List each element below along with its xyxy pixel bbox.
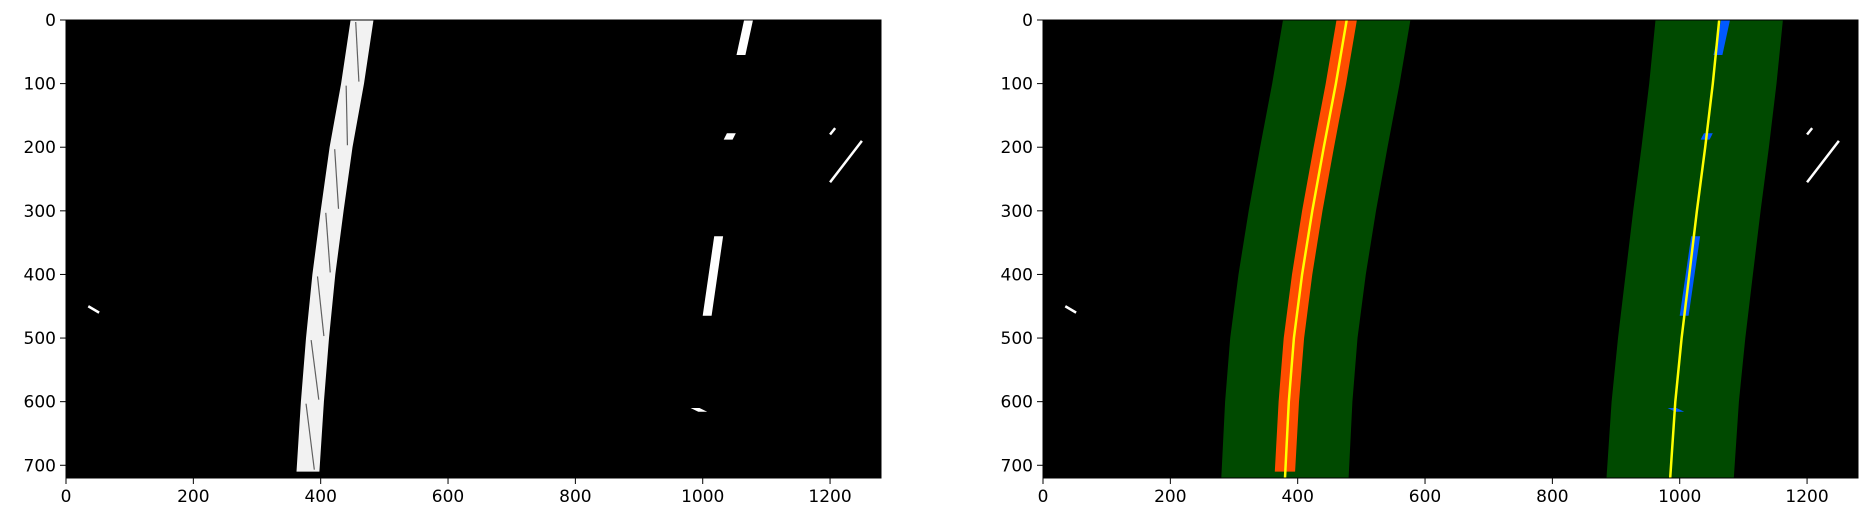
x-tick-label: 1200 (1785, 487, 1828, 507)
x-tick-label: 0 (61, 487, 72, 507)
x-tick-label: 600 (1409, 487, 1441, 507)
noise-pixels (1064, 305, 1077, 314)
x-tick-label: 600 (432, 487, 464, 507)
axes-frame (65, 19, 882, 479)
noise-pixels (829, 127, 837, 136)
noise-pixels (1806, 127, 1814, 136)
image-background (66, 20, 881, 478)
noise-pixels (87, 305, 100, 314)
axes-frame (1042, 19, 1859, 479)
y-tick-label: 700 (24, 456, 56, 476)
x-tick-label: 800 (559, 487, 591, 507)
y-tick-label: 500 (1001, 329, 1033, 349)
y-tick-label: 100 (1001, 75, 1033, 95)
right-lane-pixels (690, 408, 708, 412)
left-fit-line (1283, 19, 1348, 479)
right-panel: 0 200 400 600 800 1000 1200 0 100 200 300 400 500 600… (1001, 11, 1859, 507)
right-lane-pixels (736, 20, 753, 55)
y-tick-label: 400 (1001, 265, 1033, 285)
left-lane-streak (316, 276, 325, 337)
x-tick-label: 400 (304, 487, 336, 507)
x-tick-label: 400 (1281, 487, 1313, 507)
right-lane-pixels (702, 236, 724, 316)
right-fit-line (1668, 19, 1721, 479)
left-panel: 0 200 400 600 800 1000 1200 0 100 200 300 400 500 600… (24, 11, 882, 507)
y-tick-label: 500 (24, 329, 56, 349)
x-tick-label: 0 (1038, 487, 1049, 507)
y-tick-label: 0 (45, 11, 56, 31)
left-lane-streak (310, 339, 320, 400)
y-tick-label: 200 (24, 138, 56, 158)
y-tick-label: 700 (1001, 456, 1033, 476)
y-tick-label: 600 (1001, 393, 1033, 413)
noise-pixels (829, 140, 863, 183)
noise-pixels (1806, 140, 1840, 183)
y-tick-label: 600 (24, 393, 56, 413)
left-lane-pixels (1274, 20, 1357, 472)
y-tick-label: 0 (1022, 11, 1033, 31)
left-lane-streak (345, 85, 349, 146)
right-lane-pixels (723, 133, 736, 140)
x-tick-label: 800 (1536, 487, 1568, 507)
x-tick-label: 1200 (808, 487, 851, 507)
left-lane-pixels (296, 20, 374, 472)
y-tick-label: 200 (1001, 138, 1033, 158)
y-tick-label: 300 (24, 202, 56, 222)
y-tick-label: 400 (24, 265, 56, 285)
x-tick-label: 1000 (1658, 487, 1701, 507)
y-tick-label: 300 (1001, 202, 1033, 222)
left-lane-streak (305, 403, 315, 470)
x-tick-label: 200 (177, 487, 209, 507)
x-tick-label: 200 (1154, 487, 1186, 507)
left-lane-streak (325, 212, 331, 273)
y-tick-label: 100 (24, 75, 56, 95)
x-tick-label: 1000 (681, 487, 724, 507)
left-lane-streak (334, 149, 340, 209)
left-lane-streak (355, 21, 360, 82)
